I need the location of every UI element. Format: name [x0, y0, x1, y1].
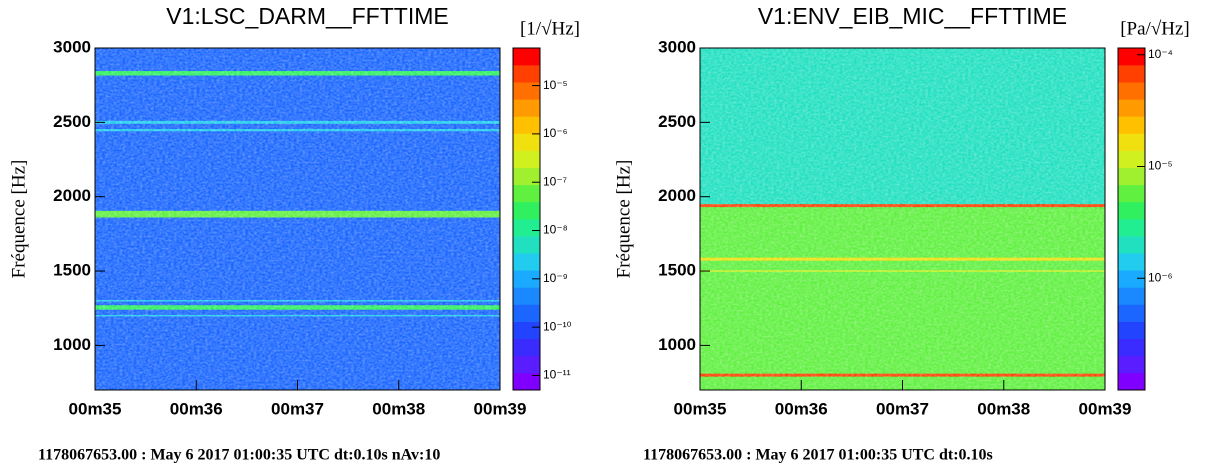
x-tick-label: 00m37	[271, 399, 324, 418]
colorbar-cell	[1118, 82, 1145, 100]
x-tick-label: 00m38	[372, 399, 425, 418]
colorbar-cell	[513, 201, 540, 220]
colorbar-cell	[513, 48, 540, 66]
colorbar-frame	[1117, 47, 1146, 391]
colorbar-tick-label: 10⁻⁹	[543, 271, 568, 285]
footer: 1178067653.00 : May 6 2017 01:00:35 UTC …	[38, 447, 440, 464]
colorbar-cell	[1118, 65, 1145, 83]
x-tick-label: 00m36	[775, 399, 828, 418]
x-tick-label: 00m39	[474, 399, 527, 418]
colorbar-tick-label: 10⁻⁵	[543, 78, 568, 92]
colorbar-cell	[1118, 253, 1145, 271]
colorbar-cell	[1118, 355, 1145, 374]
colorbar-label: [Pa/√Hz]	[1120, 18, 1190, 39]
x-tick-label: 00m37	[876, 399, 929, 418]
y-tick-label: 3000	[658, 37, 696, 56]
y-tick-label: 1000	[53, 335, 91, 354]
footer: 1178067653.00 : May 6 2017 01:00:35 UTC …	[643, 447, 993, 464]
colorbar-tick-label: 10⁻¹⁰	[543, 319, 572, 333]
colorbar-cell	[1118, 167, 1145, 186]
colorbar-cell	[513, 253, 540, 271]
colorbar-cell	[513, 236, 540, 254]
colorbar-cell	[513, 321, 540, 339]
colorbar-tick-label: 10⁻⁶	[1148, 270, 1173, 284]
colorbar-cell	[1118, 219, 1145, 237]
colorbar-cell	[513, 65, 540, 83]
chart-title: V1:ENV_EIB_MIC__FFTTIME	[758, 3, 1067, 29]
y-tick-label: 2000	[658, 186, 696, 205]
colorbar-cell	[513, 133, 540, 151]
colorbar-cell	[513, 116, 540, 134]
colorbar-cell	[1118, 270, 1145, 288]
colorbar-cell	[513, 184, 540, 203]
x-tick-label: 00m38	[977, 399, 1030, 418]
y-tick-label: 2000	[53, 186, 91, 205]
colorbar-tick-label: 10⁻⁴	[1148, 47, 1173, 61]
colorbar-frame	[512, 47, 541, 391]
y-axis-label: Fréquence [Hz]	[8, 160, 29, 279]
noise-texture	[95, 48, 500, 390]
colorbar-cell	[1118, 338, 1145, 357]
x-tick-label: 00m36	[170, 399, 223, 418]
colorbar-cell	[513, 167, 540, 186]
colorbar-tick-label: 10⁻⁷	[543, 174, 567, 188]
colorbar-cell	[513, 270, 540, 288]
colorbar-cell	[1118, 184, 1145, 203]
colorbar-label: [1/√Hz]	[520, 18, 580, 39]
x-tick-label: 00m35	[674, 399, 727, 418]
chart-title: V1:LSC_DARM__FFTTIME	[166, 3, 448, 29]
colorbar-tick-label: 10⁻¹¹	[543, 368, 571, 382]
y-tick-label: 3000	[53, 37, 91, 56]
y-tick-label: 1500	[53, 261, 91, 280]
colorbar-tick-label: 10⁻⁶	[543, 126, 568, 140]
colorbar-cell	[513, 219, 540, 237]
y-tick-label: 1500	[658, 261, 696, 280]
y-tick-label: 2500	[658, 112, 696, 131]
colorbar-cell	[1118, 116, 1145, 134]
colorbar-cell	[1118, 133, 1145, 151]
y-tick-label: 1000	[658, 335, 696, 354]
colorbar-tick-label: 10⁻⁸	[543, 223, 568, 237]
colorbar-cell	[513, 150, 540, 168]
colorbar-cell	[1118, 321, 1145, 339]
colorbar-cell	[513, 99, 540, 117]
colorbar-cell	[1118, 304, 1145, 322]
noise-texture	[700, 48, 1105, 390]
colorbar-cell	[513, 287, 540, 305]
colorbar-cell	[513, 372, 540, 391]
colorbar-cell	[1118, 99, 1145, 117]
x-tick-label: 00m39	[1079, 399, 1132, 418]
colorbar-cell	[1118, 236, 1145, 254]
y-tick-label: 2500	[53, 112, 91, 131]
colorbar-cell	[513, 82, 540, 100]
colorbar-cell	[513, 338, 540, 357]
colorbar-cell	[1118, 287, 1145, 305]
colorbar-cell	[1118, 372, 1145, 391]
colorbar-cell	[1118, 201, 1145, 220]
x-tick-label: 00m35	[69, 399, 122, 418]
colorbar-cell	[1118, 150, 1145, 168]
colorbar-tick-label: 10⁻⁵	[1148, 159, 1173, 173]
colorbar-cell	[513, 355, 540, 374]
y-axis-label: Fréquence [Hz]	[613, 160, 634, 279]
colorbar-cell	[513, 304, 540, 322]
colorbar-cell	[1118, 48, 1145, 66]
